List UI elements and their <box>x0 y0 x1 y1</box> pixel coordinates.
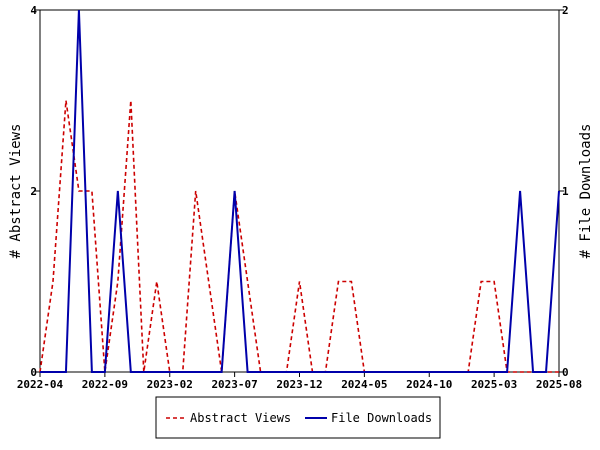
series-line-abstract-views <box>39 100 559 373</box>
tick-group: 2022-04 2022-09 2023-02 2023-07 2023-12 2024-… <box>17 4 582 391</box>
x-tick-label: 2023-07 <box>211 378 257 391</box>
y-axis-right-title: # File Downloads <box>578 124 594 259</box>
legend: Abstract Views File Downloads <box>155 396 441 439</box>
y-right-tick-label: 1 <box>562 185 569 198</box>
series-layer <box>39 9 560 373</box>
legend-label-file-downloads: File Downloads <box>331 411 432 425</box>
x-tick-label: 2022-04 <box>17 378 64 391</box>
y-left-tick-label: 0 <box>30 366 37 379</box>
x-tick-label: 2025-08 <box>536 378 582 391</box>
x-tick-label: 2024-10 <box>406 378 452 391</box>
legend-label-abstract-views: Abstract Views <box>190 411 291 425</box>
y-left-tick-label: 4 <box>30 4 37 17</box>
y-right-tick-label: 2 <box>562 4 569 17</box>
y-left-tick-label: 2 <box>30 185 37 198</box>
x-tick-label: 2023-12 <box>276 378 322 391</box>
x-tick-label: 2022-09 <box>82 378 128 391</box>
x-tick-label: 2023-02 <box>147 378 193 391</box>
series-line-file-downloads <box>40 9 560 373</box>
x-tick-label: 2025-03 <box>471 378 517 391</box>
y-axis-left-title: # Abstract Views <box>8 124 24 259</box>
x-tick-label: 2024-05 <box>341 378 387 391</box>
y-right-tick-label: 0 <box>562 366 569 379</box>
legend-box <box>155 396 441 439</box>
